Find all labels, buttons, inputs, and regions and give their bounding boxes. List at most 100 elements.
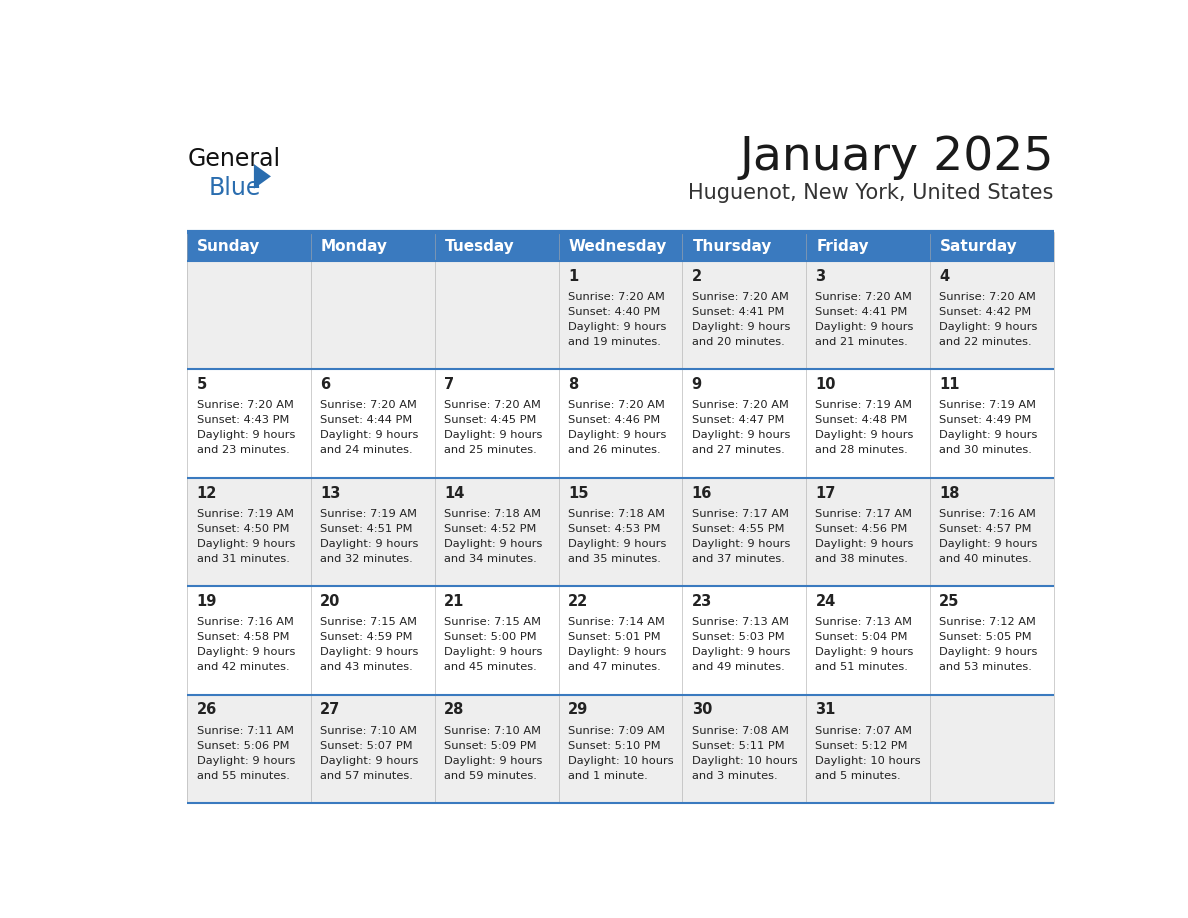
Text: Wednesday: Wednesday [569,239,666,254]
Text: Sunset: 5:09 PM: Sunset: 5:09 PM [444,741,537,751]
Text: 25: 25 [940,594,960,609]
Text: Sunset: 4:41 PM: Sunset: 4:41 PM [815,307,908,317]
Text: Sunrise: 7:13 AM: Sunrise: 7:13 AM [815,617,912,627]
Text: 3: 3 [815,269,826,284]
Text: and 25 minutes.: and 25 minutes. [444,445,537,455]
Text: Daylight: 9 hours: Daylight: 9 hours [691,322,790,332]
Text: Daylight: 9 hours: Daylight: 9 hours [321,431,418,441]
Text: Sunrise: 7:13 AM: Sunrise: 7:13 AM [691,617,789,627]
Text: Sunset: 4:51 PM: Sunset: 4:51 PM [321,524,412,533]
Text: 5: 5 [196,377,207,392]
Text: Sunrise: 7:20 AM: Sunrise: 7:20 AM [444,400,541,410]
Text: Sunset: 4:53 PM: Sunset: 4:53 PM [568,524,661,533]
Text: Thursday: Thursday [693,239,772,254]
Text: Daylight: 9 hours: Daylight: 9 hours [940,431,1037,441]
Text: Blue: Blue [209,176,261,200]
Text: and 27 minutes.: and 27 minutes. [691,445,784,455]
Text: 9: 9 [691,377,702,392]
Text: Sunrise: 7:08 AM: Sunrise: 7:08 AM [691,725,789,735]
Text: Sunrise: 7:19 AM: Sunrise: 7:19 AM [196,509,293,519]
Bar [188,232,311,261]
Text: and 57 minutes.: and 57 minutes. [321,770,413,780]
Text: Sunrise: 7:17 AM: Sunrise: 7:17 AM [815,509,912,519]
Text: 31: 31 [815,702,836,718]
Text: and 49 minutes.: and 49 minutes. [691,662,784,672]
Text: Daylight: 10 hours: Daylight: 10 hours [815,756,921,766]
Text: Sunrise: 7:11 AM: Sunrise: 7:11 AM [196,725,293,735]
Text: and 24 minutes.: and 24 minutes. [321,445,413,455]
Text: Daylight: 9 hours: Daylight: 9 hours [321,539,418,549]
Bar [188,478,1054,587]
Text: 24: 24 [815,594,835,609]
Text: 29: 29 [568,702,588,718]
Text: 8: 8 [568,377,579,392]
Text: Sunrise: 7:19 AM: Sunrise: 7:19 AM [815,400,912,410]
Text: and 38 minutes.: and 38 minutes. [815,554,909,564]
Text: Sunrise: 7:20 AM: Sunrise: 7:20 AM [568,292,665,302]
Text: Daylight: 9 hours: Daylight: 9 hours [321,756,418,766]
Text: 7: 7 [444,377,454,392]
Text: Sunset: 4:58 PM: Sunset: 4:58 PM [196,633,289,643]
Text: Sunset: 4:44 PM: Sunset: 4:44 PM [321,415,412,425]
Text: and 35 minutes.: and 35 minutes. [568,554,661,564]
Text: Sunset: 4:59 PM: Sunset: 4:59 PM [321,633,412,643]
Text: Sunrise: 7:10 AM: Sunrise: 7:10 AM [444,725,541,735]
Text: Sunset: 5:06 PM: Sunset: 5:06 PM [196,741,289,751]
Text: and 59 minutes.: and 59 minutes. [444,770,537,780]
Text: January 2025: January 2025 [739,135,1054,180]
Text: Sunrise: 7:15 AM: Sunrise: 7:15 AM [444,617,541,627]
Text: 22: 22 [568,594,588,609]
Text: 28: 28 [444,702,465,718]
Text: Sunrise: 7:20 AM: Sunrise: 7:20 AM [691,292,789,302]
Text: and 21 minutes.: and 21 minutes. [815,337,908,347]
Text: Daylight: 9 hours: Daylight: 9 hours [940,647,1037,657]
Bar [558,232,682,261]
Text: and 37 minutes.: and 37 minutes. [691,554,784,564]
Text: Sunrise: 7:07 AM: Sunrise: 7:07 AM [815,725,912,735]
Text: Sunrise: 7:20 AM: Sunrise: 7:20 AM [815,292,912,302]
Text: Friday: Friday [816,239,868,254]
Text: Daylight: 9 hours: Daylight: 9 hours [196,756,295,766]
Text: and 1 minute.: and 1 minute. [568,770,647,780]
Text: and 3 minutes.: and 3 minutes. [691,770,777,780]
Text: Sunset: 4:40 PM: Sunset: 4:40 PM [568,307,661,317]
Text: Daylight: 9 hours: Daylight: 9 hours [568,322,666,332]
Text: Sunrise: 7:10 AM: Sunrise: 7:10 AM [321,725,417,735]
Text: Daylight: 9 hours: Daylight: 9 hours [196,647,295,657]
Text: Sunset: 5:10 PM: Sunset: 5:10 PM [568,741,661,751]
Text: Sunrise: 7:17 AM: Sunrise: 7:17 AM [691,509,789,519]
Bar [682,232,807,261]
Bar [311,232,435,261]
Text: and 34 minutes.: and 34 minutes. [444,554,537,564]
Text: Sunset: 4:52 PM: Sunset: 4:52 PM [444,524,537,533]
Text: Daylight: 10 hours: Daylight: 10 hours [691,756,797,766]
Text: Daylight: 9 hours: Daylight: 9 hours [940,539,1037,549]
Text: and 19 minutes.: and 19 minutes. [568,337,661,347]
Bar [188,370,1054,478]
Text: Sunday: Sunday [197,239,260,254]
Text: Sunset: 5:05 PM: Sunset: 5:05 PM [940,633,1032,643]
Text: Daylight: 9 hours: Daylight: 9 hours [691,647,790,657]
Text: and 26 minutes.: and 26 minutes. [568,445,661,455]
Text: Sunrise: 7:12 AM: Sunrise: 7:12 AM [940,617,1036,627]
Text: Sunrise: 7:19 AM: Sunrise: 7:19 AM [321,509,417,519]
Text: Sunrise: 7:20 AM: Sunrise: 7:20 AM [321,400,417,410]
Text: and 42 minutes.: and 42 minutes. [196,662,289,672]
Text: and 22 minutes.: and 22 minutes. [940,337,1032,347]
Polygon shape [254,164,271,189]
Text: Daylight: 9 hours: Daylight: 9 hours [568,431,666,441]
Text: Daylight: 9 hours: Daylight: 9 hours [444,756,543,766]
Text: and 55 minutes.: and 55 minutes. [196,770,290,780]
Text: Sunrise: 7:20 AM: Sunrise: 7:20 AM [196,400,293,410]
Text: Sunrise: 7:20 AM: Sunrise: 7:20 AM [940,292,1036,302]
Text: and 32 minutes.: and 32 minutes. [321,554,413,564]
Text: Daylight: 9 hours: Daylight: 9 hours [691,539,790,549]
Bar [188,261,1054,370]
Text: 6: 6 [321,377,330,392]
Text: Sunset: 5:12 PM: Sunset: 5:12 PM [815,741,908,751]
Text: 16: 16 [691,486,712,500]
Text: and 23 minutes.: and 23 minutes. [196,445,290,455]
Text: Sunset: 5:04 PM: Sunset: 5:04 PM [815,633,908,643]
Text: and 53 minutes.: and 53 minutes. [940,662,1032,672]
Text: 27: 27 [321,702,341,718]
